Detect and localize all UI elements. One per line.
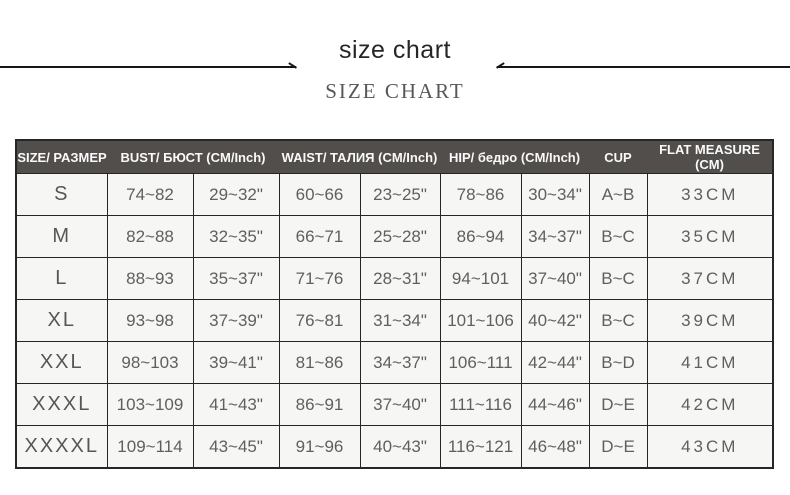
waist-cm-cell: 66~71: [278, 215, 361, 258]
waist-cm-cell: 71~76: [278, 257, 361, 300]
size-cell: L: [15, 257, 108, 300]
header-row: SIZE/ РАЗМЕР BUST/ БЮСТ (CM/Inch) WAIST/…: [16, 140, 774, 174]
hip-inch-cell: 37~40": [520, 257, 590, 300]
bust-cm-cell: 93~98: [106, 299, 194, 342]
header-size: SIZE/ РАЗМЕР: [16, 140, 107, 174]
page-title: size chart: [339, 36, 451, 64]
title-divider-left: [0, 66, 296, 68]
waist-inch-cell: 37~40": [359, 383, 441, 426]
size-chart-table: SIZE/ РАЗМЕР BUST/ БЮСТ (CM/Inch) WAIST/…: [15, 139, 775, 469]
table-row: XXL 98~103 39~41" 81~86 34~37" 106~111 4…: [15, 341, 774, 384]
table-row: S 74~82 29~32" 60~66 23~25" 78~86 30~34"…: [15, 173, 774, 216]
waist-cm-cell: 86~91: [278, 383, 361, 426]
bust-inch-cell: 37~39": [192, 299, 280, 342]
cup-cell: B~C: [588, 299, 648, 342]
bust-cm-cell: 82~88: [106, 215, 194, 258]
waist-cm-cell: 76~81: [278, 299, 361, 342]
flat-measure-cell: 41CM: [646, 341, 774, 384]
bust-cm-cell: 109~114: [106, 425, 194, 469]
hip-cm-cell: 86~94: [439, 215, 522, 258]
page-subtitle: SIZE CHART: [325, 79, 465, 103]
waist-inch-cell: 25~28": [359, 215, 441, 258]
waist-cm-cell: 91~96: [278, 425, 361, 469]
bust-inch-cell: 29~32": [192, 173, 280, 216]
waist-inch-cell: 34~37": [359, 341, 441, 384]
size-cell: XL: [15, 299, 108, 342]
size-cell: XXXL: [15, 383, 108, 426]
waist-inch-cell: 40~43": [359, 425, 441, 469]
size-cell: XXXXL: [15, 425, 108, 469]
hip-cm-cell: 111~116: [439, 383, 522, 426]
header-cup: CUP: [589, 140, 648, 174]
cup-cell: D~E: [588, 383, 648, 426]
waist-inch-cell: 23~25": [359, 173, 441, 216]
bust-cm-cell: 103~109: [106, 383, 194, 426]
size-cell: M: [15, 215, 108, 258]
waist-cm-cell: 81~86: [278, 341, 361, 384]
cup-cell: A~B: [588, 173, 648, 216]
table-row: XXXXL 109~114 43~45" 91~96 40~43" 116~12…: [15, 425, 774, 469]
hip-cm-cell: 94~101: [439, 257, 522, 300]
hip-inch-cell: 34~37": [520, 215, 590, 258]
header-bust: BUST/ БЮСТ (CM/Inch): [107, 140, 279, 174]
hip-cm-cell: 106~111: [439, 341, 522, 384]
bust-cm-cell: 88~93: [106, 257, 194, 300]
table-row: XL 93~98 37~39" 76~81 31~34" 101~106 40~…: [15, 299, 774, 342]
hip-inch-cell: 44~46": [520, 383, 590, 426]
bust-inch-cell: 39~41": [192, 341, 280, 384]
flat-measure-cell: 33CM: [646, 173, 774, 216]
waist-inch-cell: 28~31": [359, 257, 441, 300]
hip-inch-cell: 42~44": [520, 341, 590, 384]
table-row: L 88~93 35~37" 71~76 28~31" 94~101 37~40…: [15, 257, 774, 300]
bust-inch-cell: 43~45": [192, 425, 280, 469]
bust-cm-cell: 98~103: [106, 341, 194, 384]
table-row: M 82~88 32~35" 66~71 25~28" 86~94 34~37"…: [15, 215, 774, 258]
bust-inch-cell: 32~35": [192, 215, 280, 258]
header-hip: HIP/ бедро (CM/Inch): [440, 140, 590, 174]
bust-cm-cell: 74~82: [106, 173, 194, 216]
title-divider-right: [497, 66, 790, 68]
flat-measure-cell: 39CM: [646, 299, 774, 342]
flat-measure-cell: 35CM: [646, 215, 774, 258]
bust-inch-cell: 41~43": [192, 383, 280, 426]
cup-cell: B~D: [588, 341, 648, 384]
flat-measure-cell: 42CM: [646, 383, 774, 426]
hip-cm-cell: 116~121: [439, 425, 522, 469]
flat-measure-cell: 43CM: [646, 425, 774, 469]
cup-cell: B~C: [588, 257, 648, 300]
cup-cell: D~E: [588, 425, 648, 469]
table-row: XXXL 103~109 41~43" 86~91 37~40" 111~116…: [15, 383, 774, 426]
hip-inch-cell: 40~42": [520, 299, 590, 342]
bust-inch-cell: 35~37": [192, 257, 280, 300]
hip-cm-cell: 101~106: [439, 299, 522, 342]
waist-cm-cell: 60~66: [278, 173, 361, 216]
size-cell: XXL: [15, 341, 108, 384]
header-flat-measure: FLAT MEASURE (CM): [647, 140, 774, 174]
hip-inch-cell: 46~48": [520, 425, 590, 469]
waist-inch-cell: 31~34": [359, 299, 441, 342]
cup-cell: B~C: [588, 215, 648, 258]
header-waist: WAIST/ ТАЛИЯ (CM/Inch): [279, 140, 441, 174]
hip-cm-cell: 78~86: [439, 173, 522, 216]
size-cell: S: [15, 173, 108, 216]
flat-measure-cell: 37CM: [646, 257, 774, 300]
hip-inch-cell: 30~34": [520, 173, 590, 216]
